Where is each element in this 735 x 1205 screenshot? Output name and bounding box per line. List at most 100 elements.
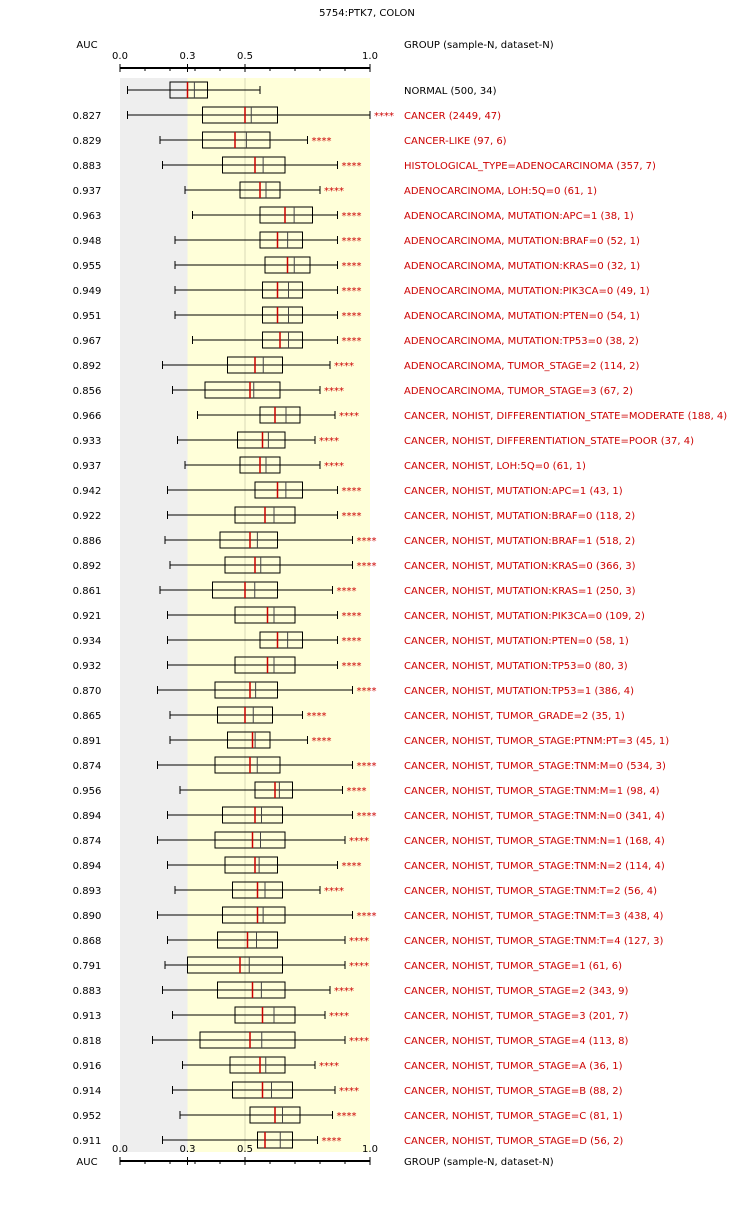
auc-value: 0.949 <box>73 286 102 297</box>
iqr-box <box>259 406 301 424</box>
auc-value: 0.883 <box>73 986 102 997</box>
group-label: CANCER, NOHIST, TUMOR_GRADE=2 (35, 1) <box>404 711 625 722</box>
significance-stars: **** <box>357 811 377 822</box>
box-row: 0.952 **** CANCER, NOHIST, TUMOR_STAGE=C (… <box>73 1106 623 1124</box>
auc-value: 0.932 <box>73 661 102 672</box>
box-row: 0.956 **** CANCER, NOHIST, TUMOR_STAGE:TNM… <box>73 781 660 799</box>
significance-stars: **** <box>324 386 344 397</box>
auc-value: 0.865 <box>73 711 102 722</box>
iqr-box <box>254 481 303 499</box>
significance-stars: **** <box>342 511 362 522</box>
significance-stars: **** <box>329 1011 349 1022</box>
group-label: NORMAL (500, 34) <box>404 86 497 97</box>
iqr-box <box>234 656 296 674</box>
auc-value: 0.856 <box>73 386 102 397</box>
x-axis-bottom-tick-label-2: 0.5 <box>237 1144 253 1155</box>
box-row: 0.949 **** ADENOCARCINOMA, MUTATION:PIK3CA… <box>73 281 650 299</box>
iqr-box <box>204 381 281 399</box>
iqr-box <box>224 856 278 874</box>
significance-stars: **** <box>337 1111 357 1122</box>
auc-value: 0.916 <box>73 1061 102 1072</box>
box-row: 0.874 **** CANCER, NOHIST, TUMOR_STAGE:TNM… <box>73 831 665 849</box>
group-label: CANCER, NOHIST, TUMOR_STAGE:TNM:N=0 (341… <box>404 811 665 822</box>
significance-stars: **** <box>319 1061 339 1072</box>
group-label: CANCER, NOHIST, TUMOR_STAGE:TNM:N=1 (168… <box>404 836 665 847</box>
significance-stars: **** <box>342 486 362 497</box>
iqr-box <box>222 156 286 174</box>
group-label: ADENOCARCINOMA, MUTATION:TP53=0 (38, 2) <box>404 336 639 347</box>
significance-stars: **** <box>357 536 377 547</box>
group-label: ADENOCARCINOMA, TUMOR_STAGE=2 (114, 2) <box>404 361 640 372</box>
x-axis-bottom-tick-label-1: 0.3 <box>180 1144 196 1155</box>
iqr-box <box>229 1056 286 1074</box>
x-axis-bottom-tick-label-0: 0.0 <box>112 1144 128 1155</box>
significance-stars: **** <box>339 411 359 422</box>
auc-value: 0.891 <box>73 736 102 747</box>
box-row: 0.948 **** ADENOCARCINOMA, MUTATION:BRAF=0… <box>73 231 640 249</box>
significance-stars: **** <box>342 636 362 647</box>
significance-stars: **** <box>342 336 362 347</box>
iqr-box <box>202 131 271 149</box>
group-label: CANCER, NOHIST, MUTATION:APC=1 (43, 1) <box>404 486 623 497</box>
auc-value: 0.894 <box>73 811 102 822</box>
box-row: 0.883 **** CANCER, NOHIST, TUMOR_STAGE=2 (… <box>73 981 628 999</box>
significance-stars: **** <box>324 886 344 897</box>
auc-value: 0.883 <box>73 161 102 172</box>
group-label: CANCER, NOHIST, TUMOR_STAGE=3 (201, 7) <box>404 1011 628 1022</box>
box-row: 0.916 **** CANCER, NOHIST, TUMOR_STAGE=A (… <box>73 1056 623 1074</box>
iqr-box <box>257 1131 293 1149</box>
group-label: CANCER, NOHIST, MUTATION:KRAS=1 (250, 3) <box>404 586 636 597</box>
iqr-box <box>222 806 283 824</box>
group-label: CANCER, NOHIST, TUMOR_STAGE=B (88, 2) <box>404 1086 623 1097</box>
iqr-box <box>222 906 286 924</box>
x-axis-top-tick-label-1: 0.3 <box>180 51 196 62</box>
iqr-box <box>224 556 281 574</box>
box-row: 0.963 **** ADENOCARCINOMA, MUTATION:APC=1 … <box>73 206 634 224</box>
iqr-box <box>234 606 296 624</box>
group-label: CANCER, NOHIST, TUMOR_STAGE:PTNM:PT=3 (4… <box>404 736 669 747</box>
box-row: 0.818 **** CANCER, NOHIST, TUMOR_STAGE=4 (… <box>73 1031 628 1049</box>
auc-value: 0.952 <box>73 1111 102 1122</box>
auc-value: 0.963 <box>73 211 102 222</box>
auc-value: 0.933 <box>73 436 102 447</box>
group-label: CANCER, NOHIST, TUMOR_STAGE=A (36, 1) <box>404 1061 623 1072</box>
iqr-box <box>202 106 278 124</box>
auc-value: 0.892 <box>73 361 102 372</box>
box-row: 0.886 **** CANCER, NOHIST, MUTATION:BRAF=1… <box>73 531 635 549</box>
significance-stars: **** <box>324 186 344 197</box>
significance-stars: **** <box>312 136 332 147</box>
x-axis-top-tick-label-3: 1.0 <box>362 51 378 62</box>
auc-value: 0.874 <box>73 761 102 772</box>
auc-value: 0.894 <box>73 861 102 872</box>
iqr-box <box>262 306 303 324</box>
auc-value: 0.893 <box>73 886 102 897</box>
auc-value: 0.827 <box>73 111 102 122</box>
auc-value: 0.818 <box>73 1036 102 1047</box>
auc-value: 0.886 <box>73 536 102 547</box>
group-label: CANCER, NOHIST, MUTATION:PIK3CA=0 (109, … <box>404 611 645 622</box>
iqr-box <box>237 431 286 449</box>
group-label: ADENOCARCINOMA, TUMOR_STAGE=3 (67, 2) <box>404 386 633 397</box>
significance-stars: **** <box>349 936 369 947</box>
x-axis-bottom-tick-label-3: 1.0 <box>362 1144 378 1155</box>
box-row: 0.861 **** CANCER, NOHIST, MUTATION:KRAS=1… <box>73 581 636 599</box>
significance-stars: **** <box>342 611 362 622</box>
iqr-box <box>214 831 286 849</box>
box-row: 0.914 **** CANCER, NOHIST, TUMOR_STAGE=B (… <box>73 1081 623 1099</box>
significance-stars: **** <box>312 736 332 747</box>
auc-value: 0.861 <box>73 586 102 597</box>
box-row: 0.892 **** ADENOCARCINOMA, TUMOR_STAGE=2 (… <box>73 356 640 374</box>
x-axis-bottom: 0.0 0.3 0.5 1.0 <box>112 1144 378 1165</box>
significance-stars: **** <box>342 286 362 297</box>
box-row: 0.955 **** ADENOCARCINOMA, MUTATION:KRAS=0… <box>73 256 640 274</box>
iqr-box <box>214 681 278 699</box>
auc-value: 0.967 <box>73 336 102 347</box>
auc-value: 0.829 <box>73 136 102 147</box>
box-row: NORMAL (500, 34) <box>127 81 497 99</box>
group-label: CANCER, NOHIST, TUMOR_STAGE:TNM:T=4 (127… <box>404 936 664 947</box>
box-row: 0.894 **** CANCER, NOHIST, TUMOR_STAGE:TNM… <box>73 806 665 824</box>
significance-stars: **** <box>349 1036 369 1047</box>
auc-value: 0.914 <box>73 1086 102 1097</box>
group-label: CANCER, NOHIST, MUTATION:KRAS=0 (366, 3) <box>404 561 636 572</box>
